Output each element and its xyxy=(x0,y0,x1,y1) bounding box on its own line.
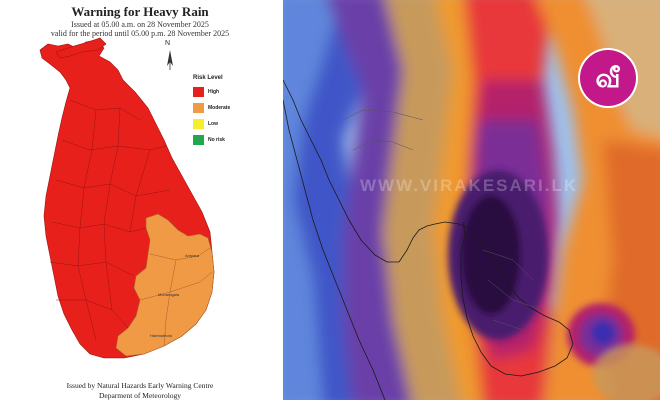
footer-issuer: Issued by Natural Hazards Early Warning … xyxy=(66,381,214,390)
district-borders xyxy=(49,99,171,341)
risk-legend: Risk Level High Moderate Low No risk xyxy=(193,75,263,149)
coastlines xyxy=(283,79,574,400)
site-watermark: WWW.VIRAKESARI.LK xyxy=(360,176,579,195)
moderate-risk-area xyxy=(115,213,215,357)
legend-item-moderate: Moderate xyxy=(193,101,263,115)
map-title: Warning for Heavy Rain xyxy=(71,4,209,19)
legend-item-no-risk: No risk xyxy=(193,133,263,147)
footer-department: Deparment of Meteorology xyxy=(98,391,182,400)
region-label-monaragala: Monaragala xyxy=(158,292,180,297)
north-label: N xyxy=(165,40,171,47)
svg-text:வீ: வீ xyxy=(596,64,621,94)
legend-item-low: Low xyxy=(193,117,263,131)
legend-label-no-risk: No risk xyxy=(208,137,225,143)
region-label-ampara: Ampara xyxy=(185,253,200,258)
panel-divider xyxy=(280,0,283,400)
sri-lanka-risk-map xyxy=(39,37,215,359)
legend-swatch-no-risk xyxy=(193,135,204,145)
legend-title: Risk Level xyxy=(193,75,223,81)
moderate-district-borders xyxy=(139,247,213,347)
legend-swatch-moderate xyxy=(193,103,204,113)
virakesari-logo-icon: வீ xyxy=(578,48,638,108)
rainfall-heatmap xyxy=(283,0,660,400)
legend-label-low: Low xyxy=(208,121,218,127)
jaffna-peninsula xyxy=(55,37,107,59)
north-arrow-icon xyxy=(167,50,173,70)
internal-borders xyxy=(342,109,544,331)
legend-item-high: High xyxy=(193,85,263,99)
valid-period: valid for the period until 05.00 p.m. 28… xyxy=(50,29,230,38)
legend-label-high: High xyxy=(208,89,220,95)
legend-label-moderate: Moderate xyxy=(208,105,231,111)
issued-time: Issued at 05.00 a.m. on 28 November 2025 xyxy=(71,20,209,29)
legend-swatch-high xyxy=(193,87,204,97)
rainfall-forecast-map: WWW.VIRAKESARI.LK xyxy=(283,0,660,400)
region-label-hambantota: Hambantota xyxy=(150,333,172,338)
legend-swatch-low xyxy=(193,119,204,129)
heavy-rain-warning-map: Warning for Heavy Rain Issued at 05.00 a… xyxy=(0,0,280,400)
